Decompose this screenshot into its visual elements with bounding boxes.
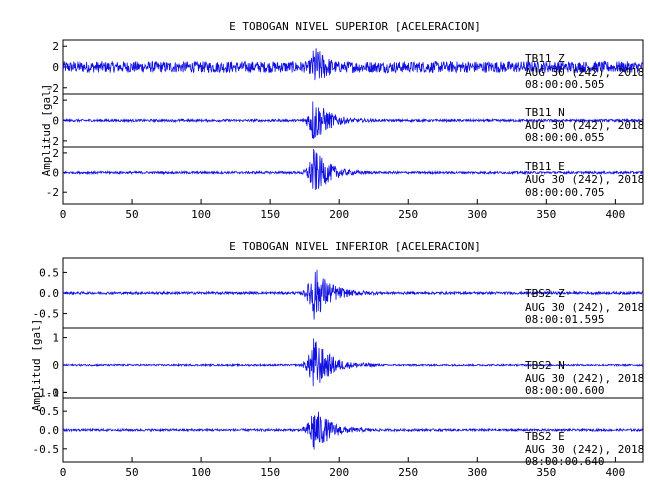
y-tick-label: 0.5 [39, 266, 59, 279]
x-tick-label: 250 [398, 466, 418, 479]
x-tick-label: 0 [60, 208, 67, 221]
station-label: TB11 N [525, 106, 565, 119]
trace-tb11-z [62, 48, 644, 81]
x-tick-label: 100 [191, 466, 211, 479]
station-label: TBS2 E [525, 430, 565, 443]
station-label: TBS2 Z [525, 287, 565, 300]
y-tick-label: 2 [52, 94, 59, 107]
trace-tb11-n [62, 101, 644, 139]
x-tick-label: 300 [467, 208, 487, 221]
x-tick-label: 50 [125, 466, 138, 479]
x-tick-label: 150 [260, 208, 280, 221]
time-label: 08:00:00.055 [525, 131, 604, 144]
y-tick-label: 0.5 [39, 405, 59, 418]
y-tick-label: 0 [52, 61, 59, 74]
time-label: 08:00:00.505 [525, 78, 604, 91]
date-label: AUG 30 (242), 2018 [525, 173, 644, 186]
date-label: AUG 30 (242), 2018 [525, 301, 644, 314]
upper-panel: E TOBOGAN NIVEL SUPERIOR [ACELERACION] A… [40, 20, 644, 221]
y-tick-label: 0 [52, 167, 59, 180]
y-tick-label: -2 [46, 82, 59, 95]
x-tick-label: 350 [536, 466, 556, 479]
time-label: 08:00:01.595 [525, 313, 604, 326]
y-tick-label: -0.5 [33, 443, 60, 456]
y-tick-label: -1 [46, 387, 59, 400]
y-tick-label: -2 [46, 135, 59, 148]
station-label: TBS2 N [525, 359, 565, 372]
y-tick-label: -0.5 [33, 308, 60, 321]
y-tick-label: 0 [52, 115, 59, 128]
x-tick-label: 0 [60, 466, 67, 479]
lower-panel-title: E TOBOGAN NIVEL INFERIOR [ACELERACION] [229, 240, 481, 253]
y-tick-label: 1 [52, 332, 59, 345]
trace-frame [62, 146, 644, 205]
x-tick-label: 150 [260, 466, 280, 479]
x-tick-label: 300 [467, 466, 487, 479]
time-label: 08:00:00.640 [525, 455, 604, 468]
trace-tbs2-n [62, 338, 644, 387]
lower-panel: E TOBOGAN NIVEL INFERIOR [ACELERACION] A… [30, 240, 644, 479]
time-label: 08:00:00.600 [525, 384, 604, 397]
time-label: 08:00:00.705 [525, 186, 604, 199]
x-tick-label: 400 [605, 208, 625, 221]
date-label: AUG 30 (242), 2018 [525, 66, 644, 79]
trace-tb11-e [62, 149, 644, 191]
y-tick-label: 2 [52, 147, 59, 160]
x-tick-label: 400 [605, 466, 625, 479]
x-tick-label: 200 [329, 466, 349, 479]
y-tick-label: 2 [52, 40, 59, 53]
station-label: TB11 E [525, 160, 565, 173]
x-tick-label: 250 [398, 208, 418, 221]
lower-panel-ylabel: Amplitud [gal] [30, 319, 43, 412]
y-tick-label: 0.0 [39, 424, 59, 437]
y-tick-label: 0 [52, 359, 59, 372]
x-tick-label: 200 [329, 208, 349, 221]
y-tick-label: -2 [46, 186, 59, 199]
upper-panel-title: E TOBOGAN NIVEL SUPERIOR [ACELERACION] [229, 20, 481, 33]
date-label: AUG 30 (242), 2018 [525, 443, 644, 456]
station-label: TB11 Z [525, 52, 565, 65]
trace-tbs2-z [62, 269, 644, 320]
date-label: AUG 30 (242), 2018 [525, 372, 644, 385]
trace-tbs2-e [62, 411, 644, 450]
y-tick-label: 1.0 [39, 386, 59, 399]
upper-panel-ylabel: Amplitud [gal] [40, 84, 53, 177]
y-tick-label: 0.0 [39, 287, 59, 300]
x-tick-label: 350 [536, 208, 556, 221]
x-tick-label: 100 [191, 208, 211, 221]
x-tick-label: 50 [125, 208, 138, 221]
date-label: AUG 30 (242), 2018 [525, 119, 644, 132]
